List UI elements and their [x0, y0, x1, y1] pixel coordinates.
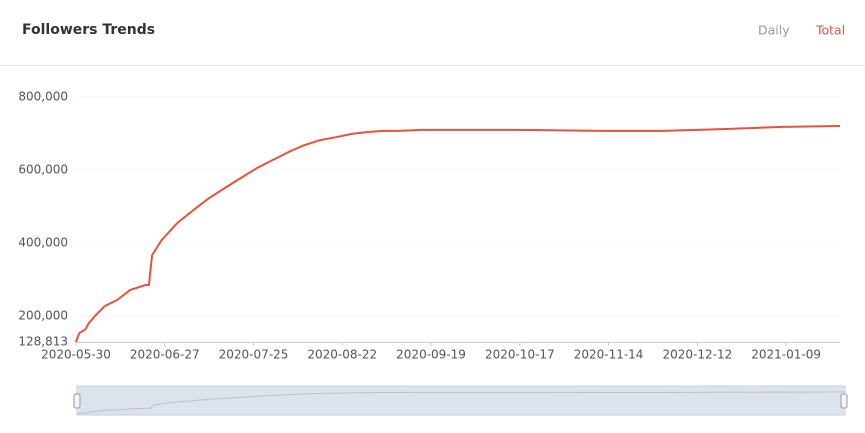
- zoom-handle[interactable]: [840, 393, 848, 409]
- x-tick-label: 2020-05-30: [41, 348, 111, 362]
- x-tick-label: 2020-12-12: [662, 348, 732, 362]
- tab[interactable]: Daily: [758, 23, 790, 38]
- y-tick-label: 128,813: [18, 335, 68, 349]
- zoom-preview: [76, 391, 846, 415]
- chart-title: Followers Trends: [22, 22, 155, 38]
- x-tick-label: 2020-09-19: [396, 348, 466, 362]
- y-tick-label: 800,000: [18, 90, 68, 104]
- x-tick-label: 2020-10-17: [485, 348, 555, 362]
- y-tick-label: 600,000: [18, 163, 68, 177]
- x-tick-label: 2020-11-14: [574, 348, 644, 362]
- tab[interactable]: Total: [815, 23, 845, 38]
- y-tick-label: 200,000: [18, 309, 68, 323]
- zoom-handle[interactable]: [73, 393, 81, 409]
- x-tick-label: 2020-07-25: [219, 348, 289, 362]
- x-tick-label: 2020-08-22: [307, 348, 377, 362]
- y-tick-label: 400,000: [18, 236, 68, 250]
- x-tick-label: 2020-06-27: [130, 348, 200, 362]
- trend-line: [75, 125, 841, 343]
- x-tick-label: 2021-01-09: [751, 348, 821, 362]
